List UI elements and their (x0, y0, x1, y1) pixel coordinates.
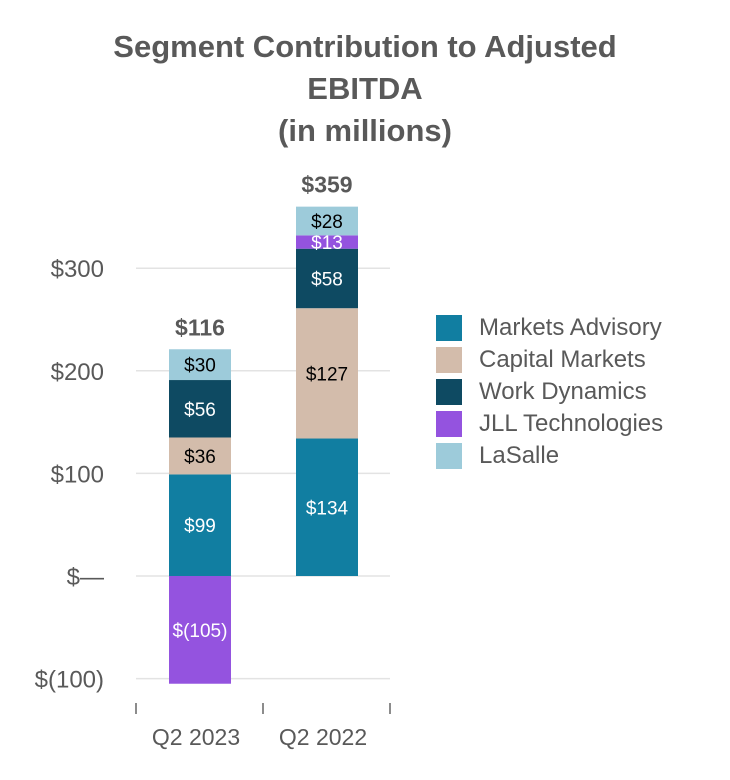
x-tick-label: Q2 2023 (152, 724, 240, 750)
y-tick-label: $100 (51, 461, 104, 488)
bar-segment-work-dynamics (296, 248, 358, 309)
legend-label: JLL Technologies (479, 410, 664, 437)
chart-legend: Markets Advisory Capital Markets Work Dyna… (436, 312, 663, 472)
bar-segment-jll-technologies (169, 576, 231, 684)
legend-label: Work Dynamics (479, 378, 647, 405)
y-tick-label: $— (67, 564, 104, 591)
legend-item: Markets Advisory (436, 312, 663, 344)
legend-label: Capital Markets (479, 346, 646, 373)
bar-segment-capital-markets (169, 437, 231, 475)
data-label: $127 (306, 364, 348, 385)
legend-label: LaSalle (479, 442, 560, 469)
chart-title-line-1: Segment Contribution to Adjusted (113, 29, 617, 64)
chart-title: Segment Contribution to Adjusted EBITDA … (0, 26, 730, 152)
bar-segment-lasalle (169, 349, 231, 381)
chart-title-line-3: (in millions) (278, 113, 452, 148)
data-label: $58 (311, 269, 343, 290)
data-label: $28 (311, 212, 343, 233)
legend-item: JLL Technologies (436, 408, 663, 440)
bar-segment-work-dynamics (169, 380, 231, 438)
bar-segment-lasalle (296, 206, 358, 236)
bar-segment-markets-advisory (169, 474, 231, 576)
total-label: $359 (301, 172, 352, 198)
bar-segment-markets-advisory (296, 438, 358, 576)
y-tick-label: $(100) (35, 667, 104, 694)
data-label: $56 (184, 400, 216, 421)
legend-swatch (436, 411, 462, 437)
legend-swatch (436, 347, 462, 373)
bar-segment-jll-technologies (296, 235, 358, 249)
data-label: $134 (306, 498, 349, 519)
bar-segment-capital-markets (296, 308, 358, 439)
y-tick-label: $200 (51, 359, 104, 386)
legend-item: LaSalle (436, 440, 663, 472)
y-tick-label: $300 (51, 256, 104, 283)
x-tick-label: Q2 2022 (279, 724, 367, 750)
data-label: $13 (311, 233, 343, 254)
legend-swatch (436, 443, 462, 469)
legend-item: Work Dynamics (436, 376, 663, 408)
chart-title-line-2: EBITDA (307, 71, 423, 106)
data-label: $99 (184, 516, 216, 537)
data-label: $36 (184, 447, 216, 468)
total-label: $116 (175, 314, 225, 340)
data-label: $(105) (173, 621, 228, 642)
legend-label: Markets Advisory (479, 314, 662, 341)
data-label: $30 (184, 356, 216, 377)
legend-item: Capital Markets (436, 344, 663, 376)
legend-swatch (436, 315, 462, 341)
legend-swatch (436, 379, 462, 405)
